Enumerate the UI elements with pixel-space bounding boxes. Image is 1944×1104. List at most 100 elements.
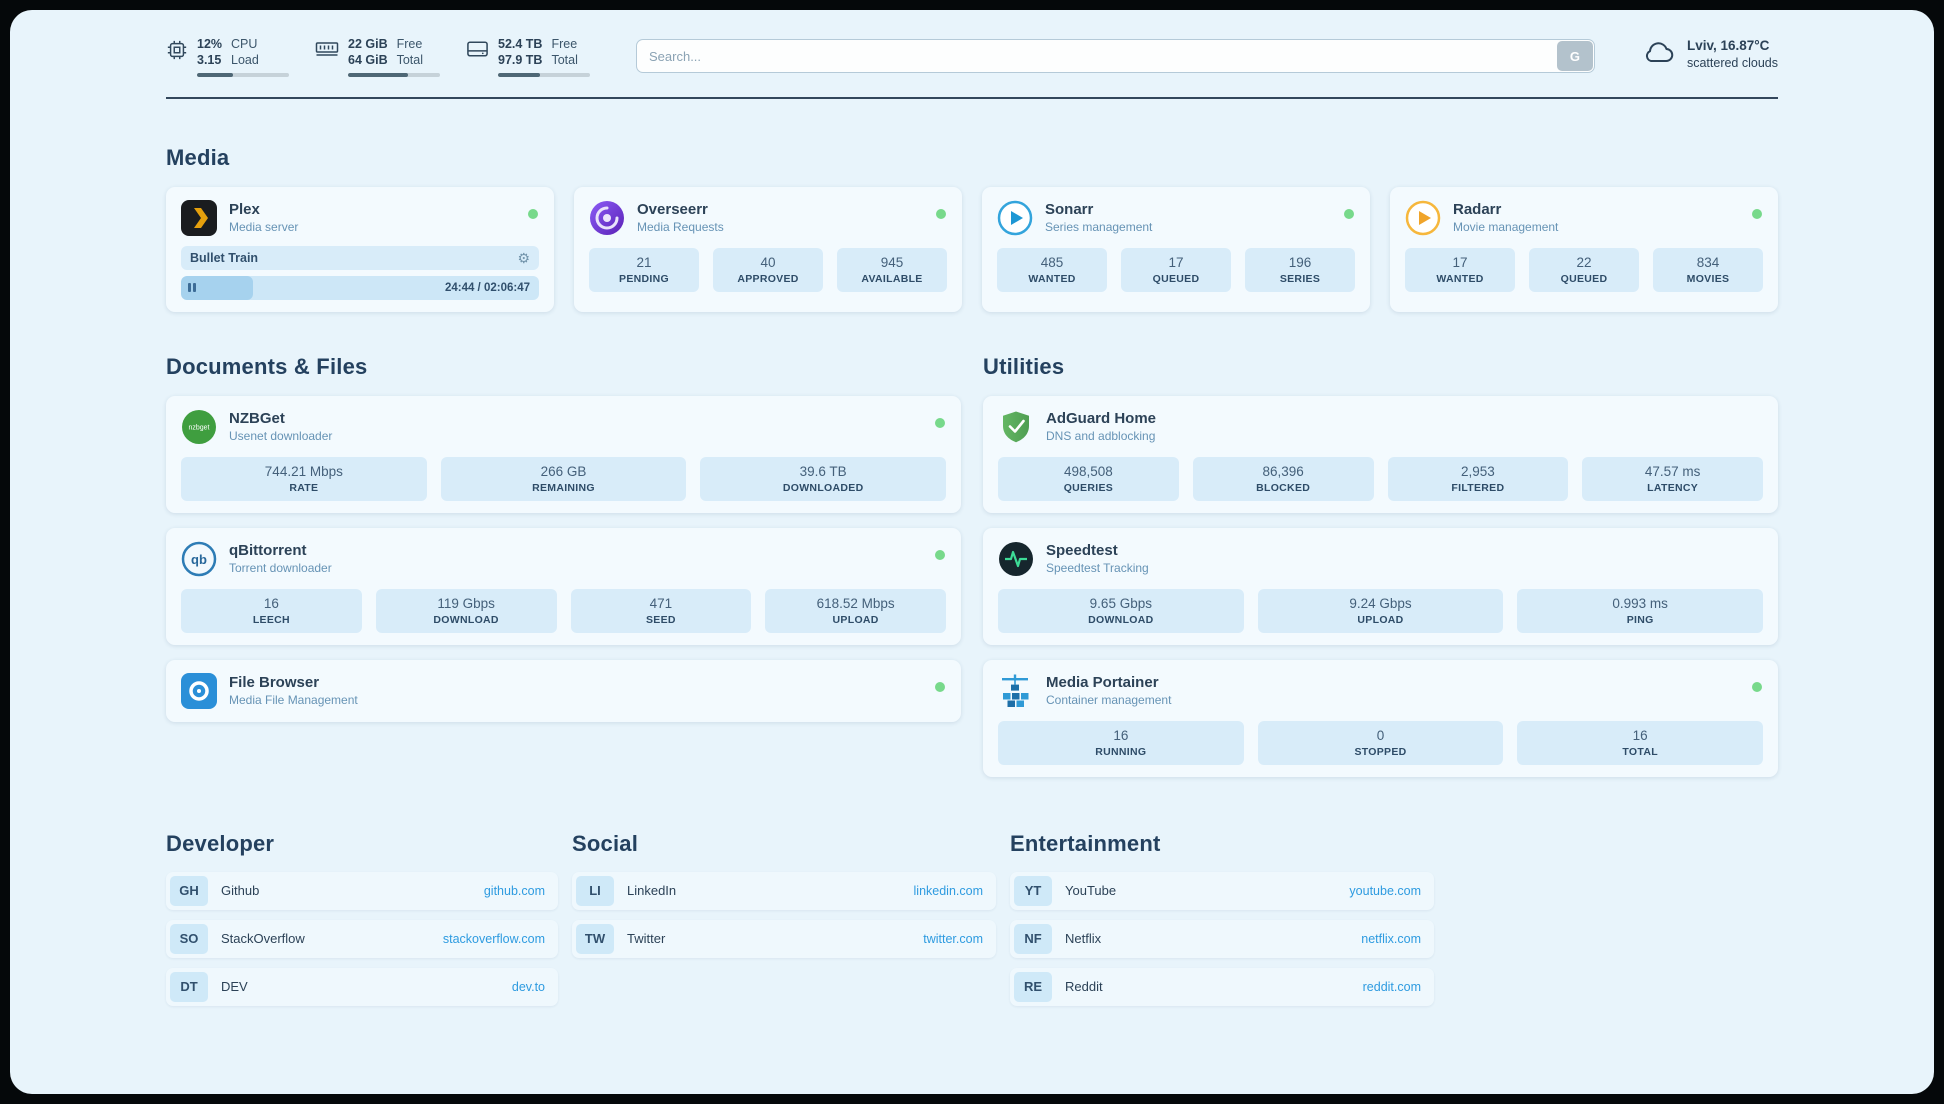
link-row-reddit[interactable]: RE Reddit reddit.com	[1010, 967, 1434, 1006]
status-dot	[935, 681, 945, 692]
system-metrics: 12% 3.15 CPU Load	[166, 36, 590, 77]
developer-section-title: Developer	[166, 830, 275, 856]
app-card-nzbget[interactable]: nzbget NZBGet Usenet downloader 744.21 M…	[166, 395, 961, 513]
link-abbr: NF	[1014, 923, 1052, 954]
stat-running: 16 RUNNING	[998, 720, 1244, 765]
section-entertainment: Entertainment YT YouTube youtube.com NF …	[1010, 831, 1434, 1006]
stat-rate: 744.21 Mbps RATE	[181, 456, 427, 501]
app-name: NZBGet	[229, 410, 285, 427]
app-card-speedtest[interactable]: Speedtest Speedtest Tracking 9.65 Gbps D…	[983, 527, 1778, 645]
link-abbr: DT	[170, 971, 208, 1002]
dashboard-page: 12% 3.15 CPU Load	[10, 10, 1934, 1094]
app-name: qBittorrent	[229, 542, 307, 559]
cpu-icon	[166, 39, 188, 77]
disk-free-label: Free	[551, 37, 578, 51]
stat-queued: 22 QUEUED	[1529, 247, 1639, 292]
weather-widget: Lviv, 16.87°C scattered clouds	[1641, 37, 1778, 72]
topbar-divider	[166, 96, 1778, 99]
search-bar: G	[636, 39, 1595, 73]
google-search-button[interactable]: G	[1556, 41, 1593, 71]
search-input[interactable]	[636, 39, 1595, 73]
ram-free-label: Free	[396, 37, 423, 51]
status-dot	[935, 417, 945, 428]
app-name: Plex	[229, 201, 260, 218]
now-playing-title: Bullet Train	[190, 250, 259, 265]
status-dot	[1752, 208, 1762, 219]
cpu-percent: 12%	[197, 37, 223, 51]
utilities-section-title: Utilities	[983, 353, 1065, 379]
stat-filtered: 2,953 FILTERED	[1387, 456, 1569, 501]
disk-total-label: Total	[551, 53, 578, 68]
app-card-plex[interactable]: Plex Media server Bullet Train ⚙ 24:44 /	[166, 186, 554, 312]
link-abbr: TW	[576, 923, 614, 954]
status-dot	[935, 549, 945, 560]
app-card-overseerr[interactable]: Overseerr Media Requests 21 PENDING 40 A…	[574, 186, 962, 312]
link-row-stackoverflow[interactable]: SO StackOverflow stackoverflow.com	[166, 919, 558, 958]
app-subtitle: Media server	[229, 220, 299, 234]
app-name: AdGuard Home	[1046, 410, 1157, 427]
disk-total: 97.9 TB	[498, 53, 543, 68]
status-dot	[1344, 208, 1354, 219]
speedtest-icon	[998, 541, 1034, 577]
link-row-netflix[interactable]: NF Netflix netflix.com	[1010, 919, 1434, 958]
app-card-sonarr[interactable]: Sonarr Series management 485 WANTED 17 Q…	[982, 186, 1370, 312]
link-row-dev[interactable]: DT DEV dev.to	[166, 967, 558, 1006]
link-abbr: RE	[1014, 971, 1052, 1002]
app-subtitle: Movie management	[1453, 220, 1559, 234]
app-name: Media Portainer	[1046, 674, 1159, 691]
qbittorrent-icon: qb	[181, 541, 217, 577]
now-playing-row: Bullet Train ⚙	[181, 245, 539, 270]
stat-ping: 0.993 ms PING	[1517, 588, 1763, 633]
stat-upload: 9.24 Gbps UPLOAD	[1257, 588, 1504, 633]
link-abbr: YT	[1014, 875, 1052, 906]
app-card-qbittorrent[interactable]: qb qBittorrent Torrent downloader 16 LEE…	[166, 527, 961, 645]
stat-downloaded: 39.6 TB DOWNLOADED	[700, 456, 946, 501]
disk-free: 52.4 TB	[498, 37, 543, 51]
topbar: 12% 3.15 CPU Load	[166, 36, 1778, 77]
app-name: Speedtest	[1046, 542, 1118, 559]
entertainment-section-title: Entertainment	[1010, 830, 1161, 856]
disk-metric: 52.4 TB 97.9 TB Free Total	[466, 36, 590, 77]
portainer-icon	[998, 673, 1034, 709]
link-row-github[interactable]: GH Github github.com	[166, 871, 558, 910]
link-abbr: GH	[170, 875, 208, 906]
app-card-adguard[interactable]: AdGuard Home DNS and adblocking 498,508 …	[983, 395, 1778, 513]
app-subtitle: Media Requests	[637, 220, 724, 234]
stat-available: 945 AVAILABLE	[837, 247, 947, 292]
app-card-portainer[interactable]: Media Portainer Container management 16 …	[983, 659, 1778, 777]
stat-total: 16 TOTAL	[1517, 720, 1763, 765]
link-sections: Developer GH Github github.com SO StackO…	[166, 831, 1778, 1006]
app-subtitle: Usenet downloader	[229, 429, 333, 443]
stat-leech: 16 LEECH	[181, 588, 362, 633]
ram-icon	[315, 39, 339, 77]
ram-total-label: Total	[396, 53, 424, 68]
stat-stopped: 0 STOPPED	[1257, 720, 1504, 765]
stat-remaining: 266 GB REMAINING	[440, 456, 687, 501]
link-row-youtube[interactable]: YT YouTube youtube.com	[1010, 871, 1434, 910]
section-utilities: Utilities	[983, 354, 1778, 777]
section-developer: Developer GH Github github.com SO StackO…	[166, 831, 558, 1006]
cloud-icon	[1641, 39, 1677, 71]
link-row-linkedin[interactable]: LI LinkedIn linkedin.com	[572, 871, 996, 910]
app-subtitle: Media File Management	[229, 693, 358, 707]
link-row-twitter[interactable]: TW Twitter twitter.com	[572, 919, 996, 958]
app-subtitle: DNS and adblocking	[1046, 429, 1156, 443]
section-media: Media Plex Media server	[166, 145, 1778, 312]
filebrowser-icon	[181, 672, 217, 709]
social-section-title: Social	[572, 830, 639, 856]
status-dot	[936, 208, 946, 219]
media-section-title: Media	[166, 144, 230, 170]
stat-wanted: 485 WANTED	[997, 247, 1107, 292]
weather-location: Lviv, 16.87°C	[1686, 38, 1770, 53]
app-card-radarr[interactable]: Radarr Movie management 17 WANTED 22 QUE…	[1390, 186, 1778, 312]
mid-sections: Documents & Files nzbget NZBGet Usenet d	[166, 354, 1778, 777]
app-card-filebrowser[interactable]: File Browser Media File Management	[166, 659, 961, 722]
app-subtitle: Series management	[1045, 220, 1153, 234]
cpu-load-label: Load	[231, 53, 259, 68]
stat-upload: 618.52 Mbps UPLOAD	[765, 588, 946, 633]
gear-icon[interactable]: ⚙	[517, 249, 530, 266]
disk-icon	[466, 39, 489, 77]
weather-condition: scattered clouds	[1686, 56, 1778, 71]
cpu-label: CPU	[231, 37, 258, 51]
ram-progress-bar	[348, 72, 440, 77]
